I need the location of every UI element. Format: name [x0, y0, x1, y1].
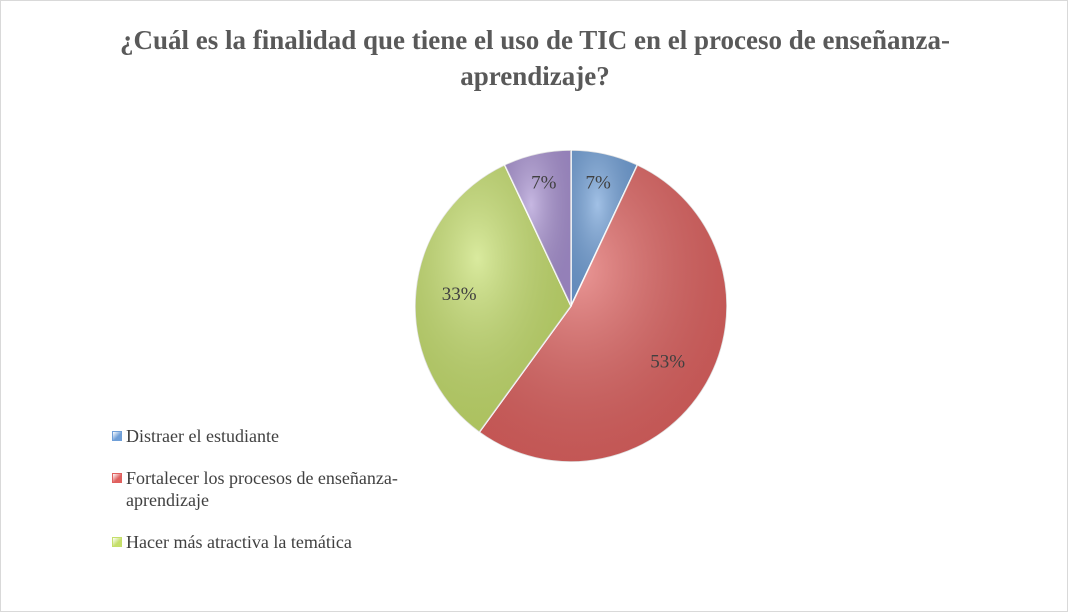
legend-item: Fortalecer los procesos de enseñanza-apr… [112, 467, 432, 511]
legend-item: Hacer más atractiva la temática [112, 531, 432, 553]
data-label: 53% [650, 352, 685, 373]
data-label: 33% [442, 284, 477, 305]
chart-title: ¿Cuál es la finalidad que tiene el uso d… [119, 25, 951, 91]
legend-label: Fortalecer los procesos de enseñanza-apr… [126, 468, 398, 510]
legend-label: Hacer más atractiva la temática [126, 532, 352, 552]
data-label: 7% [531, 173, 557, 194]
legend: Distraer el estudiante Fortalecer los pro… [112, 425, 432, 573]
legend-swatch [112, 473, 122, 483]
legend-swatch [112, 431, 122, 441]
legend-label: Distraer el estudiante [126, 426, 279, 446]
legend-item: Distraer el estudiante [112, 425, 432, 447]
legend-swatch [112, 537, 122, 547]
data-label: 7% [586, 173, 612, 194]
